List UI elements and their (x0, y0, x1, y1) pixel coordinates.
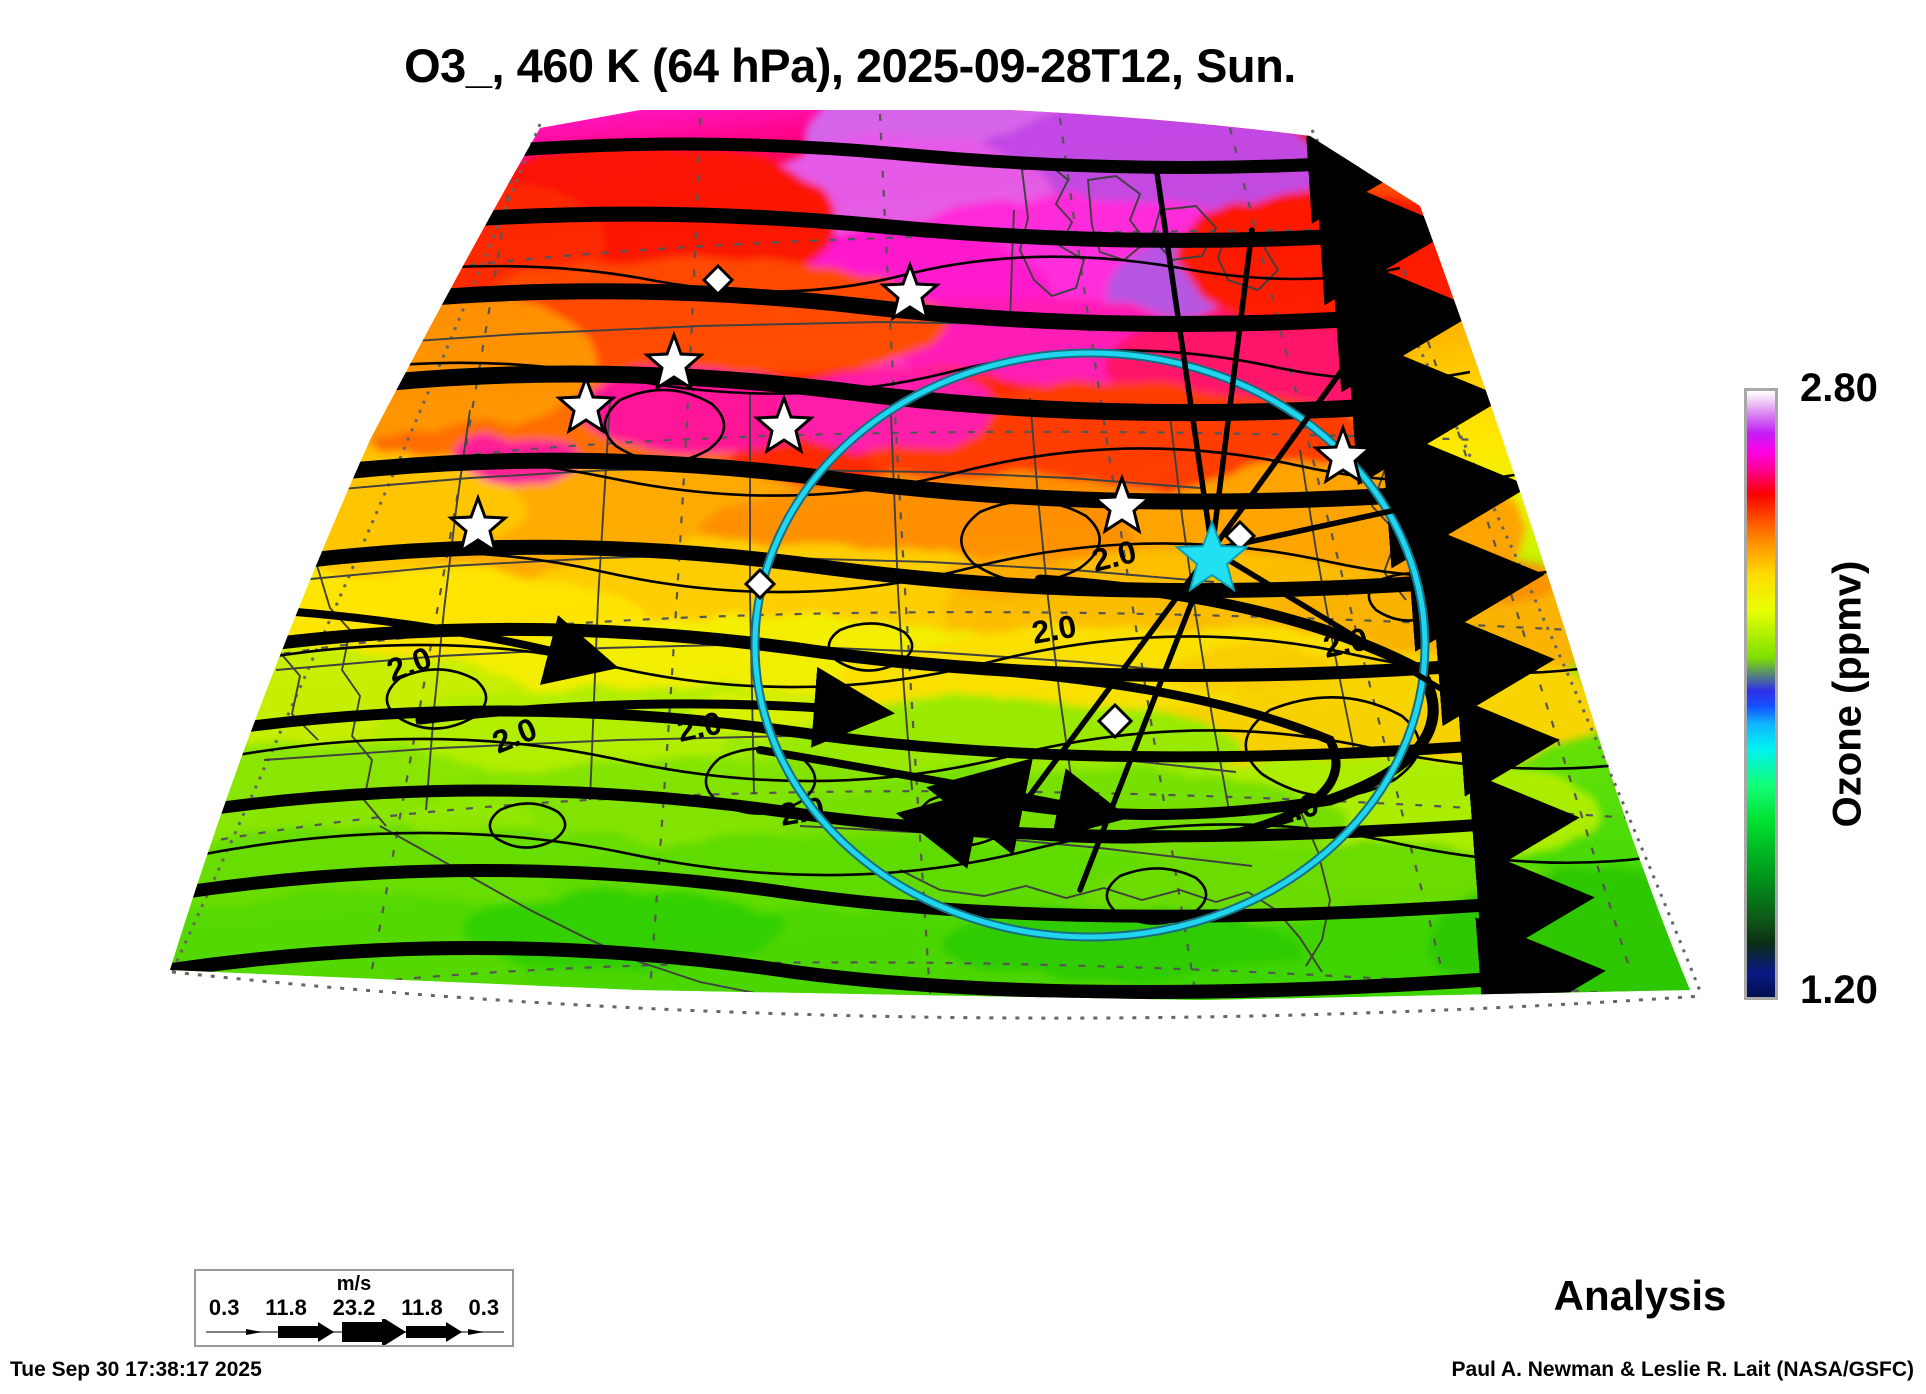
svg-text:2.0: 2.0 (1029, 608, 1079, 651)
wind-legend-value-3: 11.8 (401, 1295, 443, 1320)
page-title: O3_, 460 K (64 hPa), 2025-09-28T12, Sun. (404, 39, 1296, 92)
wind-legend-arrow-icon (206, 1319, 504, 1345)
wind-legend-values: 0.3 11.8 23.2 11.8 0.3 (196, 1295, 512, 1321)
wind-speed-legend: m/s 0.3 11.8 23.2 11.8 0.3 (194, 1269, 514, 1347)
wind-legend-value-1: 11.8 (265, 1295, 307, 1320)
wind-streamlines (170, 110, 1606, 1000)
colorbar-axis-title: Ozone (ppmv) (1825, 560, 1870, 828)
aircraft-base-star-marker (1174, 519, 1250, 593)
generation-timestamp: Tue Sep 30 17:38:17 2025 (10, 1358, 262, 1381)
colorbar-min-label: 1.20 (1800, 968, 1878, 1012)
wind-legend-value-4: 0.3 (468, 1295, 500, 1320)
colorbar-gradient (1744, 388, 1778, 1000)
map-plot-area: 2.0 2.0 2.0 2.0 2.0 2.0 2.0 2.0 (0, 110, 1760, 1270)
flight-track-lines (1007, 163, 1515, 893)
wind-legend-unit-label: m/s (336, 1273, 372, 1295)
sonde-station-markers (447, 260, 1374, 740)
wind-legend-value-2: 23.2 (332, 1295, 376, 1320)
analysis-label: Analysis (1553, 1272, 1727, 1319)
wind-legend-value-0: 0.3 (208, 1295, 240, 1320)
author-credit: Paul A. Newman & Leslie R. Lait (NASA/GS… (1451, 1358, 1914, 1381)
map-boundary (170, 123, 1704, 1020)
colorbar-max-label: 2.80 (1800, 366, 1878, 410)
aircraft-range-circle (750, 348, 1430, 942)
colorbar: 2.80 1.20 Ozone (ppmv) (1744, 366, 1926, 1012)
